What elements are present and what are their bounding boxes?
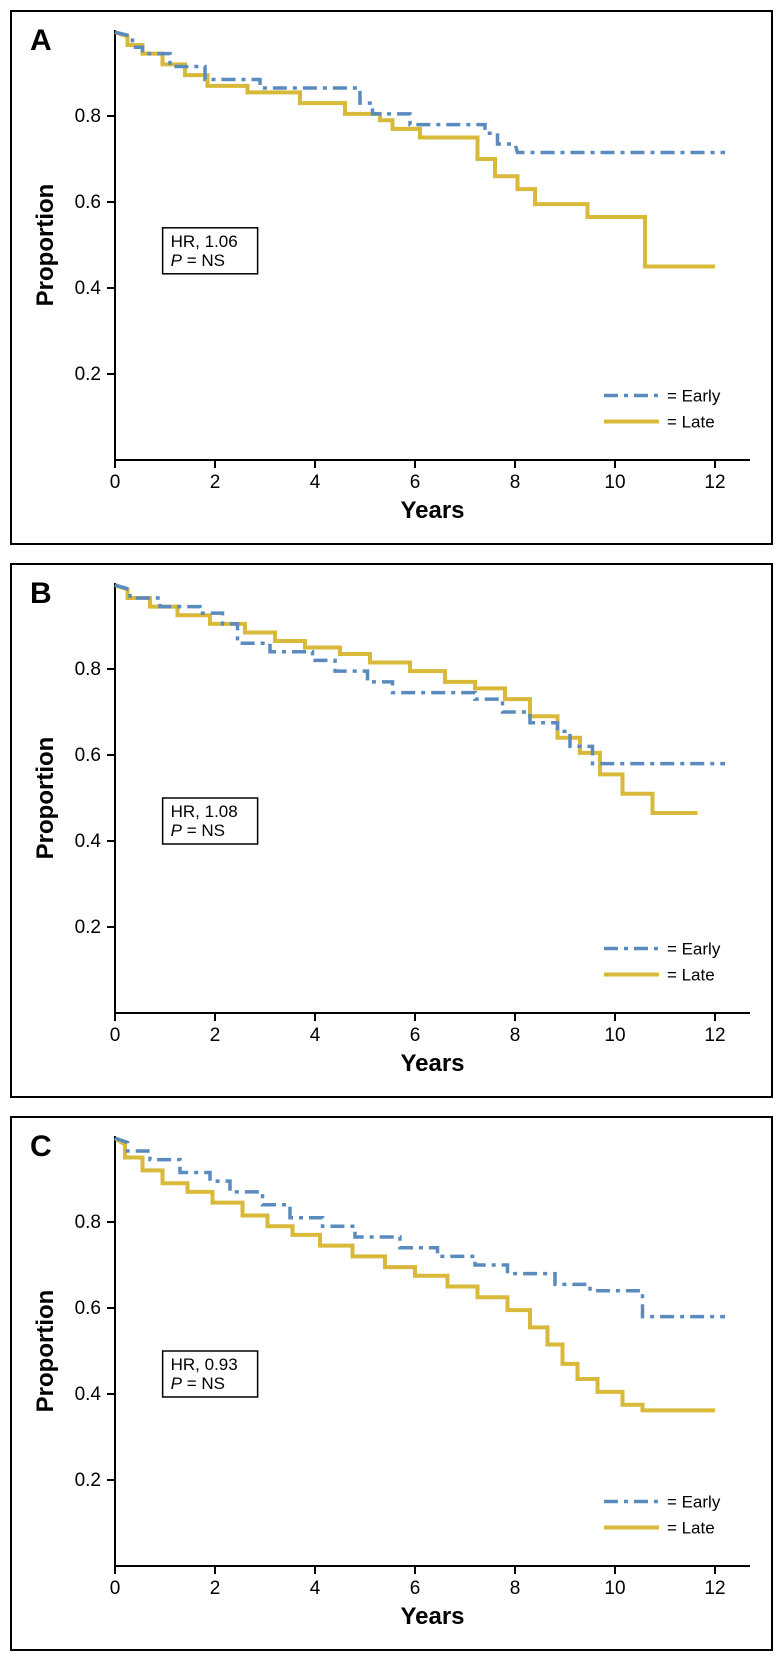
y-tick-label: 0.8	[75, 106, 101, 127]
x-tick-label: 4	[310, 1025, 321, 1046]
y-tick-label: 0.4	[75, 278, 102, 299]
stat-hr: HR, 1.06	[171, 232, 238, 251]
panel-letter: C	[30, 1130, 52, 1163]
stat-p: P = NS	[171, 1374, 225, 1393]
x-tick-label: 4	[310, 1578, 321, 1599]
y-tick-label: 0.4	[75, 831, 102, 852]
y-tick-label: 0.6	[75, 192, 101, 213]
x-tick-label: 6	[410, 1025, 421, 1046]
x-tick-label: 2	[210, 472, 221, 493]
x-tick-label: 2	[210, 1025, 221, 1046]
x-tick-label: 10	[604, 1025, 625, 1046]
x-tick-label: 6	[410, 1578, 421, 1599]
y-tick-label: 0.8	[75, 659, 101, 680]
panel-b: 0 2 4 6 8 10 12 0.2 0.4 0.6 0.8 Years Proportion B HR,…	[10, 563, 773, 1098]
x-tick-label: 6	[410, 472, 421, 493]
panel-a: 0 2 4 6 8 10 12 0.2 0.4 0.6 0.8 Years Proportion A HR,…	[10, 10, 773, 545]
legend-label-late: = Late	[667, 413, 715, 432]
x-axis-label: Years	[400, 1603, 464, 1630]
x-tick-label: 0	[110, 1578, 121, 1599]
panel-border	[11, 11, 772, 544]
km-figure: 0 2 4 6 8 10 12 0.2 0.4 0.6 0.8 Years Proportion A HR,…	[10, 10, 773, 1651]
x-tick-label: 0	[110, 1025, 121, 1046]
x-tick-label: 2	[210, 1578, 221, 1599]
y-tick-label: 0.8	[75, 1212, 101, 1233]
y-axis-label: Proportion	[32, 1290, 59, 1413]
y-tick-label: 0.2	[75, 917, 101, 938]
y-axis-label: Proportion	[32, 184, 59, 307]
x-axis-label: Years	[400, 1050, 464, 1077]
y-tick-label: 0.6	[75, 745, 101, 766]
x-tick-label: 12	[704, 472, 725, 493]
x-tick-label: 12	[704, 1025, 725, 1046]
y-tick-label: 0.4	[75, 1384, 102, 1405]
legend-label-early: = Early	[667, 387, 721, 406]
y-tick-label: 0.6	[75, 1298, 101, 1319]
y-axis-label: Proportion	[32, 737, 59, 860]
x-axis-label: Years	[400, 497, 464, 524]
x-tick-label: 4	[310, 472, 321, 493]
y-tick-label: 0.2	[75, 364, 101, 385]
legend-label-early: = Early	[667, 940, 721, 959]
legend-label-late: = Late	[667, 1519, 715, 1538]
stat-p: P = NS	[171, 821, 225, 840]
x-tick-label: 8	[510, 1578, 521, 1599]
y-tick-label: 0.2	[75, 1470, 101, 1491]
panel-letter: B	[30, 577, 52, 610]
stat-p: P = NS	[171, 251, 225, 270]
x-tick-label: 10	[604, 472, 625, 493]
x-tick-label: 10	[604, 1578, 625, 1599]
stat-hr: HR, 1.08	[171, 802, 238, 821]
panel-border	[11, 1117, 772, 1650]
panel-border	[11, 564, 772, 1097]
legend-label-late: = Late	[667, 966, 715, 985]
panel-letter: A	[30, 24, 52, 57]
x-tick-label: 12	[704, 1578, 725, 1599]
x-tick-label: 0	[110, 472, 121, 493]
panel-c: 0 2 4 6 8 10 12 0.2 0.4 0.6 0.8 Years Proportion C HR,…	[10, 1116, 773, 1651]
x-tick-label: 8	[510, 472, 521, 493]
stat-hr: HR, 0.93	[171, 1355, 238, 1374]
legend-label-early: = Early	[667, 1493, 721, 1512]
x-tick-label: 8	[510, 1025, 521, 1046]
